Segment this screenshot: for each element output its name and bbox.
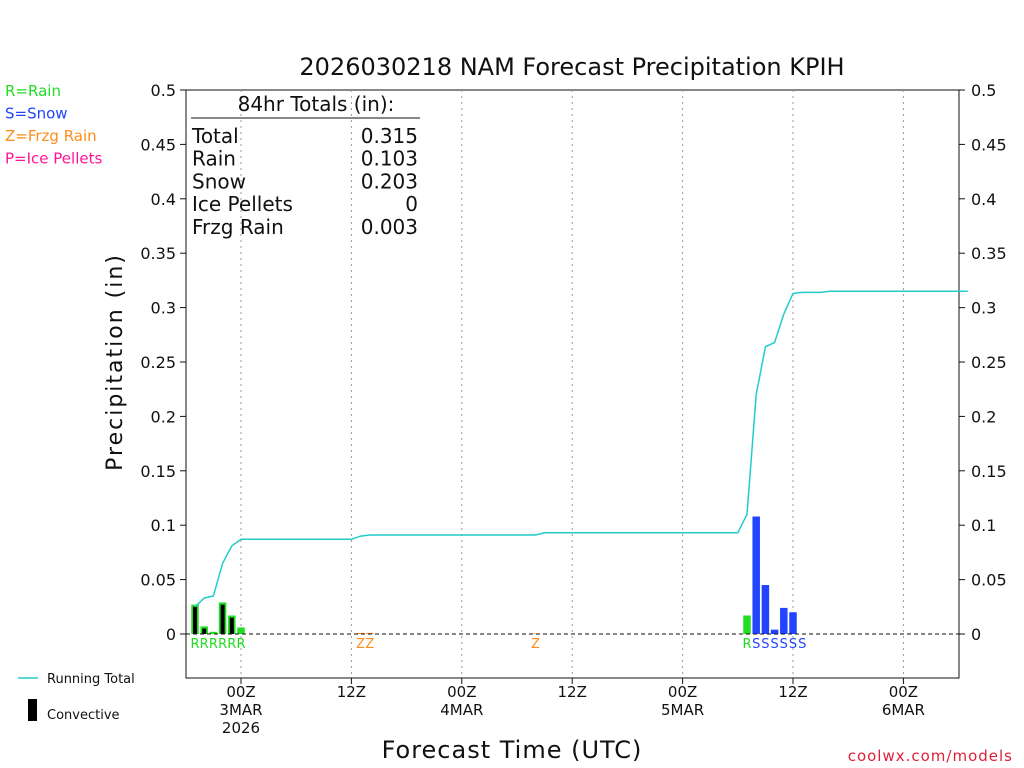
precip-bar [761, 585, 770, 634]
series-legend: Running Total Convective [18, 672, 135, 723]
y-tick-label-left: 0.45 [140, 135, 176, 154]
precip-type-letter: Z [356, 637, 365, 652]
y-tick-label-right: 0.2 [971, 407, 996, 426]
precip-bar [770, 629, 779, 634]
precip-bar [743, 615, 751, 634]
x-axis-label: Forecast Time (UTC) [382, 736, 643, 764]
precip-bar [752, 516, 760, 634]
y-tick-label-left: 0.15 [140, 462, 176, 481]
x-tick-label: 00Z [447, 683, 476, 701]
y-tick-label-right: 0.15 [971, 462, 1007, 481]
totals-row-value: 0.315 [361, 124, 418, 148]
y-axis-ticks: 0 0 0.05 0.05 0.1 0.1 0.15 0.15 0.2 0.2 0.25 0.25 0.… [140, 81, 1006, 644]
y-tick-label-right: 0.05 [971, 571, 1007, 590]
y-tick-label-left: 0.2 [151, 407, 176, 426]
type-legend-entry: Z=Frzg Rain [5, 127, 97, 145]
precip-bar [366, 632, 374, 634]
x-tick-label: 12Z [337, 683, 366, 701]
totals-row-value: 0.203 [361, 169, 418, 193]
precip-type-letter: S [789, 637, 797, 652]
totals-row-label: Total [191, 124, 239, 148]
x-tick-label: 6MAR [882, 701, 925, 719]
type-legend-entry: R=Rain [5, 82, 61, 100]
series-legend-label: Convective [47, 708, 120, 723]
x-tick-label: 00Z [226, 683, 255, 701]
precip-type-letter: R [742, 637, 751, 652]
y-tick-label-right: 0.1 [971, 516, 996, 535]
y-axis-label: Precipitation (in) [103, 253, 128, 471]
y-tick-label-left: 0.5 [151, 81, 176, 100]
x-tick-label: 2026 [222, 719, 260, 737]
convective-legend-swatch [28, 699, 37, 721]
totals-row-label: Rain [192, 147, 236, 171]
x-tick-label: 00Z [889, 683, 918, 701]
y-tick-label-left: 0.05 [140, 571, 176, 590]
series-legend-label: Running Total [47, 672, 135, 687]
precip-bar [209, 631, 218, 634]
y-tick-label-left: 0.35 [140, 244, 176, 263]
credit-text: coolwx.com/models [848, 747, 1013, 765]
precip-type-letter: Z [531, 637, 540, 652]
y-tick-label-right: 0.4 [971, 190, 996, 209]
y-tick-label-left: 0.25 [140, 353, 176, 372]
type-legend-entry: P=Ice Pellets [5, 150, 102, 168]
x-tick-label: 3MAR [219, 701, 262, 719]
vertical-gridlines [240, 90, 904, 678]
y-tick-label-left: 0.1 [151, 516, 176, 535]
y-tick-label-right: 0.5 [971, 81, 996, 100]
x-tick-label: 5MAR [661, 701, 704, 719]
precip-bar [780, 607, 788, 634]
precip-type-letter: R [236, 637, 245, 652]
precip-bars [191, 516, 797, 634]
totals-box: 84hr Totals (in): Total 0.315 Rain 0.103 Snow… [191, 92, 420, 239]
type-legend-entry: S=Snow [5, 105, 68, 123]
precip-type-letter: R [227, 637, 236, 652]
y-tick-label-left: 0.3 [151, 299, 176, 318]
convective-bar [229, 617, 234, 634]
precip-type-letter: R [209, 637, 218, 652]
precip-type-letter: R [200, 637, 209, 652]
y-tick-label-right: 0.45 [971, 135, 1007, 154]
precip-bar [789, 612, 797, 634]
x-tick-label: 12Z [558, 683, 587, 701]
convective-bar [193, 606, 197, 634]
x-tick-label: 00Z [668, 683, 697, 701]
y-tick-label-right: 0.25 [971, 353, 1007, 372]
totals-row-value: 0.003 [361, 215, 418, 239]
precip-type-letter: R [190, 637, 199, 652]
precip-type-letter: S [770, 637, 778, 652]
y-tick-label-left: 0.4 [151, 190, 176, 209]
totals-heading: 84hr Totals (in): [238, 92, 395, 116]
precip-type-legend: R=Rain S=Snow Z=Frzg Rain P=Ice Pellets [5, 82, 102, 168]
totals-row-label: Frzg Rain [192, 215, 284, 239]
x-tick-label: 12Z [778, 683, 807, 701]
precip-type-letter: S [780, 637, 788, 652]
precip-type-letter: S [752, 637, 760, 652]
chart-title: 2026030218 NAM Forecast Precipitation KP… [299, 53, 844, 81]
convective-bar [220, 604, 225, 634]
y-tick-label-right: 0.35 [971, 244, 1007, 263]
x-tick-label: 4MAR [440, 701, 483, 719]
precip-bar [356, 632, 365, 634]
precip-bar [531, 633, 540, 634]
y-tick-label-right: 0.3 [971, 299, 996, 318]
precip-type-letter: R [218, 637, 227, 652]
totals-row-label: Ice Pellets [192, 192, 293, 216]
totals-row-value: 0.103 [361, 147, 418, 171]
precip-type-letter: Z [365, 637, 374, 652]
precip-type-letter: S [761, 637, 769, 652]
precip-type-letter: S [798, 637, 806, 652]
totals-row-label: Snow [192, 169, 246, 193]
running-total-line [194, 290, 968, 608]
y-tick-label-left: 0 [166, 625, 176, 644]
totals-row-value: 0 [405, 192, 418, 216]
y-tick-label-right: 0 [971, 625, 981, 644]
convective-bar [202, 628, 207, 634]
precip-bar [237, 627, 245, 634]
